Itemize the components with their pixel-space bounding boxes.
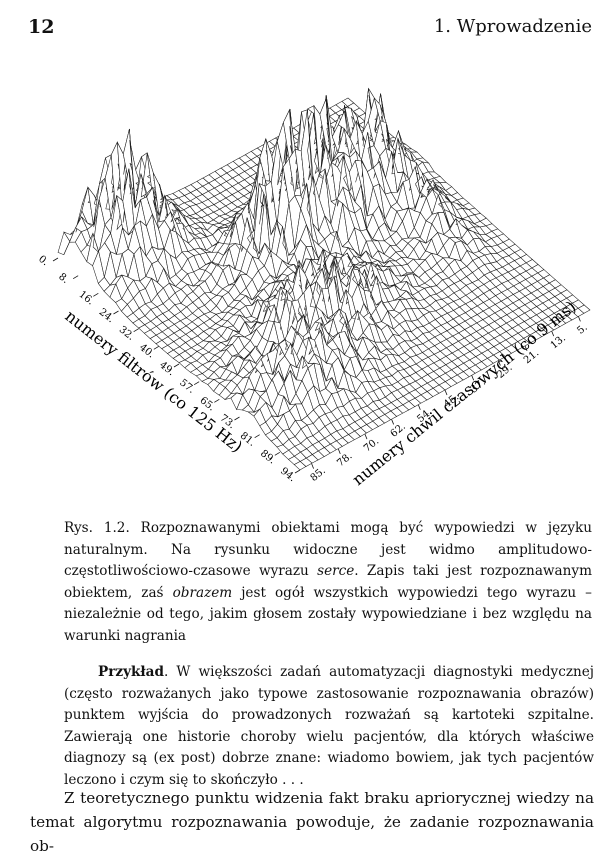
time-tick-mark [578, 316, 581, 322]
filter-tick-mark [93, 292, 99, 297]
filter-tick-mark [173, 363, 180, 368]
filter-tick-label: 24. [97, 307, 116, 325]
filter-tick-label: 16. [76, 289, 95, 307]
body-paragraph-text: Z teoretycznego punktu widzenia fakt bra… [30, 789, 594, 855]
body-paragraph: Z teoretycznego punktu widzenia fakt bra… [30, 786, 594, 858]
time-tick-mark [497, 360, 501, 366]
surface-cell [577, 304, 591, 314]
filter-tick-mark [113, 310, 119, 315]
example-paragraph: Przykład. W większości zadań automatyzac… [64, 662, 594, 791]
caption-text-3: jest ogół wszystkich wypowiedzi tego wyr… [64, 584, 592, 644]
filter-tick-label: 89. [258, 448, 277, 466]
filter-tick-mark [214, 398, 220, 403]
time-tick-mark [337, 448, 341, 455]
page-header: 12 1. Wprowadzeniе [0, 10, 600, 40]
time-tick-label: 13. [549, 333, 568, 352]
filter-tick-mark [274, 451, 281, 456]
caption-word-serce: serce [317, 563, 355, 579]
caption-text-2: . Zapis taki jest rozpoznawanym obiektem… [64, 563, 592, 601]
filter-tick-label: 8. [56, 271, 70, 286]
figure-caption: Rys. 1.2. Rozpoznawanymi obiektami mogą … [64, 518, 592, 647]
filter-tick-mark [72, 275, 79, 280]
time-tick-mark [391, 419, 395, 425]
filter-tick-mark [193, 381, 200, 386]
time-tick-label: 78. [335, 451, 354, 470]
example-lead: Przykład [98, 664, 164, 680]
time-tick-mark [471, 375, 475, 381]
time-tick-mark [311, 463, 314, 469]
filter-tick-label: 32. [117, 324, 136, 342]
filter-tick-mark [133, 328, 139, 333]
filter-tick-mark [52, 257, 59, 262]
filter-tick-label: 94. [278, 466, 297, 484]
filter-tick-mark [153, 345, 160, 350]
filter-tick-mark [254, 434, 260, 439]
time-tick-label: 85. [309, 465, 328, 484]
filter-tick-label: 0. [36, 254, 50, 269]
page-number: 12 [28, 16, 55, 38]
time-tick-mark [444, 389, 448, 396]
time-tick-mark [364, 434, 368, 440]
running-head: 1. Wprowadzeniе [433, 16, 592, 37]
time-tick-mark [524, 345, 528, 351]
example-text: . W większości zadań automatyzacji diagn… [64, 664, 594, 788]
filter-tick-mark [234, 416, 240, 421]
time-tick-label: 5. [575, 322, 589, 337]
spectrogram-figure: 0.8.16.24.32.40.49.57.65.73.81.89.94.5.1… [36, 87, 591, 489]
caption-label: Rys. 1.2. [64, 520, 130, 536]
time-tick-mark [417, 404, 421, 410]
caption-text-1: Rozpoznawanymi obiektami mogą być wypowi… [64, 520, 592, 579]
time-tick-mark [551, 330, 555, 337]
filter-tick-mark [294, 469, 301, 474]
caption-word-obrazem: obrazem [172, 584, 233, 601]
spectrogram-surface [57, 87, 591, 471]
